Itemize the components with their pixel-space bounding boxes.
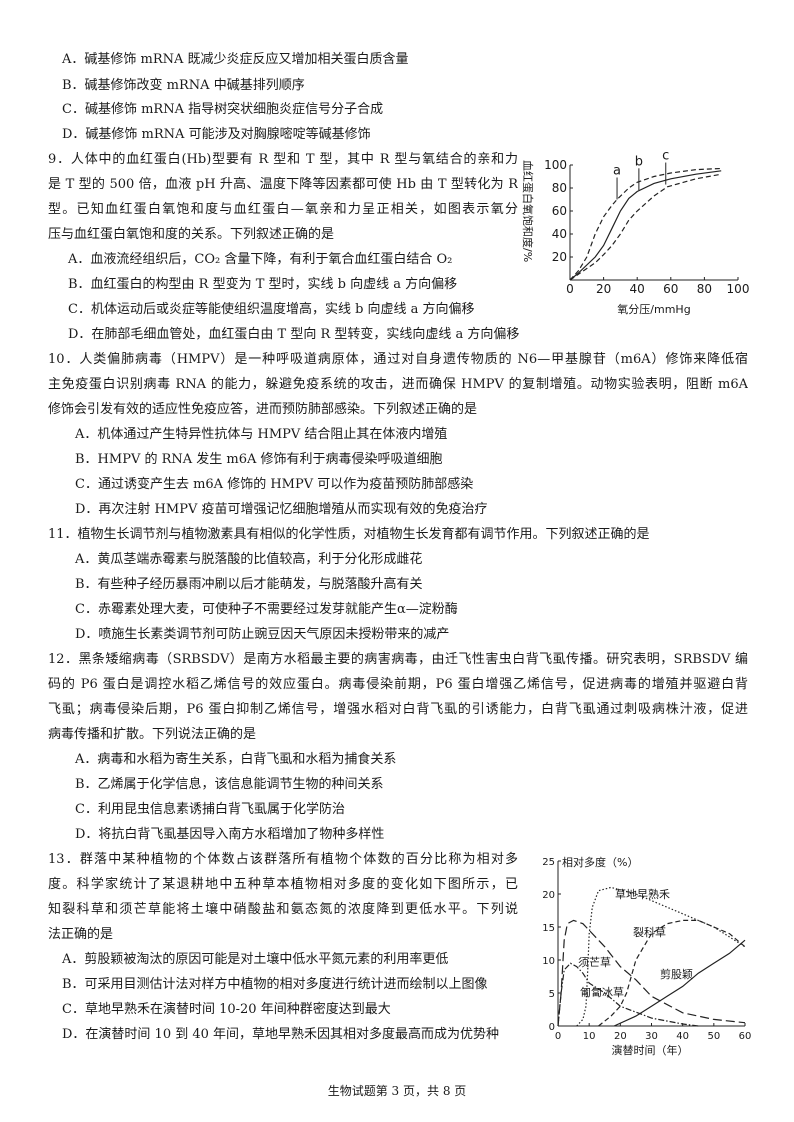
q10-stem-line: 修饰会引发有效的适应性免疫应答，进而预防肺部感染。下列叙述正确的是	[48, 402, 478, 417]
q9-option-a: A．血液流经组织后，CO₂ 含量下降，有利于氧合血红蛋白结合 O₂	[68, 252, 453, 267]
series-line-b	[569, 170, 722, 281]
q10-stem-line: 主免疫蛋白识别病毒 RNA 的能力，躲避免疫系统的攻击，进而确保 HMPV 的复…	[48, 377, 748, 392]
q12-stem-line: 码的 P6 蛋白是调控水稻乙烯信号的效应蛋白。病毒侵染前期，P6 蛋白增强乙烯信…	[48, 677, 748, 692]
y-tick-label: 0	[549, 1022, 555, 1033]
q13-stem-line: 13．群落中某种植物的个体数占该群落所有植物个体数的百分比称为相对多	[48, 852, 518, 867]
series-line-草地早熟禾	[576, 886, 746, 1027]
series-label: 裂科草	[633, 925, 666, 939]
y-tick-label: 25	[542, 857, 555, 868]
q11-option-d: D．喷施生长素类调节剂可防止豌豆因天气原因未授粉带来的减产	[75, 627, 450, 642]
y-tick-label: 5	[549, 989, 555, 1000]
q9-stem-line: 是 T 型的 500 倍，血液 pH 升高、温度下降等因素都可使 Hb 由 T …	[48, 177, 518, 192]
series-label: 剪股颖	[660, 967, 693, 981]
y-tick-label: 10	[542, 956, 555, 967]
q13-option-d: D．在演替时间 10 到 40 年间，草地早熟禾因其相对多度最高而成为优势种	[62, 1027, 500, 1042]
y-tick-label: 60	[552, 204, 567, 218]
x-tick-label: 50	[707, 1031, 720, 1042]
q11-option-a: A．黄瓜茎端赤霉素与脱落酸的比值较高，利于分化形成雌花	[75, 552, 423, 567]
series-line-a	[569, 167, 722, 281]
x-tick-label: 20	[596, 282, 611, 296]
series-label: 须芒草	[578, 956, 611, 969]
q8-option-b: B．碱基修饰改变 mRNA 中碱基排列顺序	[62, 78, 305, 93]
x-tick-label: 60	[663, 282, 678, 296]
y-tick-label: 15	[542, 923, 555, 934]
series-label: 匍匐冰草	[580, 985, 624, 999]
x-tick-label: 10	[583, 1031, 596, 1042]
q9-option-b: B．血红蛋白的构型由 R 型变为 T 型时，实线 b 向虚线 a 方向偏移	[68, 277, 458, 292]
x-axis-title: 氧分压/mmHg	[617, 302, 690, 316]
series-label: 草地早熟禾	[615, 887, 670, 901]
q9-stem-line: 压与血红蛋白氧饱和度的关系。下列叙述正确的是	[48, 227, 335, 242]
curve-label-c: c	[662, 149, 669, 164]
x-tick-label: 40	[676, 1031, 689, 1042]
x-tick-label: 20	[614, 1031, 627, 1042]
q12-stem-line: 病毒传播和扩散。下列说法正确的是	[48, 727, 257, 742]
q13-option-b: B．可采用目测估计法对样方中植物的相对多度进行统计进而绘制以上图像	[62, 977, 488, 992]
relative-abundance-chart: 0 10 20 30 40 50 60 0 5 10 15 20 25 相对多度（%） 演替时间（年） 草地早…	[542, 855, 752, 1057]
x-tick-label: 30	[645, 1031, 658, 1042]
series-line-匍匐冰草	[557, 919, 746, 1027]
page-footer: 生物试题第 3 页，共 8 页	[327, 1084, 467, 1098]
curve-label-b: b	[635, 154, 643, 169]
q8-option-c: C．碱基修饰 mRNA 指导树突状细胞炎症信号分子合成	[62, 102, 384, 117]
x-tick-label: 0	[555, 1031, 561, 1042]
q9-stem-line: 型。已知血红蛋白氧饱和度与血红蛋白—氧亲和力呈正相关，如图表示氧分	[48, 202, 518, 217]
q10-option-c: C．通过诱变产生去 m6A 修饰的 HMPV 可以作为疫苗预防肺部感染	[75, 477, 474, 492]
q12-option-a: A．病毒和水稻为寄生关系，白背飞虱和水稻为捕食关系	[75, 752, 397, 767]
q8-option-d: D．碱基修饰 mRNA 可能涉及对胸腺嘧啶等碱基修饰	[62, 127, 371, 142]
x-axis-title: 演替时间（年）	[612, 1043, 689, 1057]
series-line-裂科草	[598, 919, 746, 1027]
q12-option-c: C．利用昆虫信息素诱捕白背飞虱属于化学防治	[75, 802, 345, 817]
x-tick-label: 60	[739, 1031, 752, 1042]
q8-option-a: A．碱基修饰 mRNA 既减少炎症反应又增加相关蛋白质含量	[62, 52, 409, 67]
x-tick-label: 80	[697, 282, 712, 296]
x-tick-label: 40	[630, 282, 645, 296]
y-tick-label: 100	[544, 158, 567, 172]
q12-option-b: B．乙烯属于化学信息，该信息能调节生物的种间关系	[75, 777, 384, 792]
q13-stem-line: 度。科学家统计了某退耕地中五种草本植物相对多度的变化如下图所示，已	[48, 877, 518, 892]
curve-label-a: a	[613, 164, 621, 179]
y-tick-label: 20	[552, 250, 567, 264]
q10-option-d: D．再次注射 HMPV 疫苗可增强记忆细胞增殖从而实现有效的免疫治疗	[75, 502, 488, 517]
y-axis-title: 相对多度（%）	[562, 855, 638, 869]
series-line-c	[569, 173, 722, 281]
q13-option-a: A．剪股颖被淘汰的原因可能是对土壤中低水平氮元素的利用率更低	[62, 952, 449, 967]
oxygen-saturation-chart: 0 20 40 60 80 100 20 40 60 80 100 ab c 氧分压/mmHg 血红蛋白氧饱…	[521, 149, 750, 316]
q13-option-c: C．草地早熟禾在演替时间 10-20 年间种群密度达到最大	[62, 1002, 391, 1017]
q11-option-b: B．有些种子经历暴雨冲刷以后才能萌发，与脱落酸升高有关	[75, 577, 423, 592]
q10-stem-line: 10．人类偏肺病毒（HMPV）是一种呼吸道病原体，通过对自身遗传物质的 N6—甲…	[48, 352, 748, 367]
q12-option-d: D．将抗白背飞虱基因导入南方水稻增加了物种多样性	[75, 827, 385, 842]
y-tick-label: 40	[552, 227, 567, 241]
q11-stem-line: 11．植物生长调节剂与植物激素具有相似的化学性质，对植物生长发育都有调节作用。下…	[48, 527, 650, 542]
q9-option-c: C．机体运动后或炎症等能使组织温度增高，实线 b 向虚线 a 方向偏移	[68, 302, 475, 317]
y-axis-title: 血红蛋白氧饱和度/%	[521, 160, 535, 262]
series-line-须芒草	[613, 939, 746, 1027]
q13-stem-line: 法正确的是	[48, 927, 114, 942]
x-tick-label: 0	[566, 282, 574, 296]
q9-stem-line: 9．人体中的血红蛋白(Hb)型要有 R 型和 T 型，其中 R 型与氧结合的亲和…	[48, 152, 518, 167]
q10-option-b: B．HMPV 的 RNA 发生 m6A 修饰有利于病毒侵染呼吸道细胞	[75, 452, 443, 467]
q10-option-a: A．机体通过产生特异性抗体与 HMPV 结合阻止其在体液内增殖	[75, 427, 448, 442]
y-tick-label: 80	[552, 181, 567, 195]
q12-stem-line: 飞虱；病毒侵染后期，P6 蛋白抑制乙烯信号，增强水稻对白背飞虱的引诱能力，白背飞…	[48, 702, 748, 717]
q13-stem-line: 知裂科草和须芒草能将土壤中硝酸盐和氨态氮的浓度降到更低水平。下列说	[48, 902, 518, 917]
q9-option-d: D．在肺部毛细血管处，血红蛋白由 T 型向 R 型转变，实线向虚线 a 方向偏移	[68, 327, 520, 342]
x-tick-label: 100	[727, 282, 750, 296]
q11-option-c: C．赤霉素处理大麦，可使种子不需要经过发芽就能产生α—淀粉酶	[75, 602, 458, 617]
y-tick-label: 20	[542, 890, 555, 901]
q12-stem-line: 12．黑条矮缩病毒（SRBSDV）是南方水稻最主要的病害病毒，由迁飞性害虫白背飞…	[48, 652, 748, 667]
